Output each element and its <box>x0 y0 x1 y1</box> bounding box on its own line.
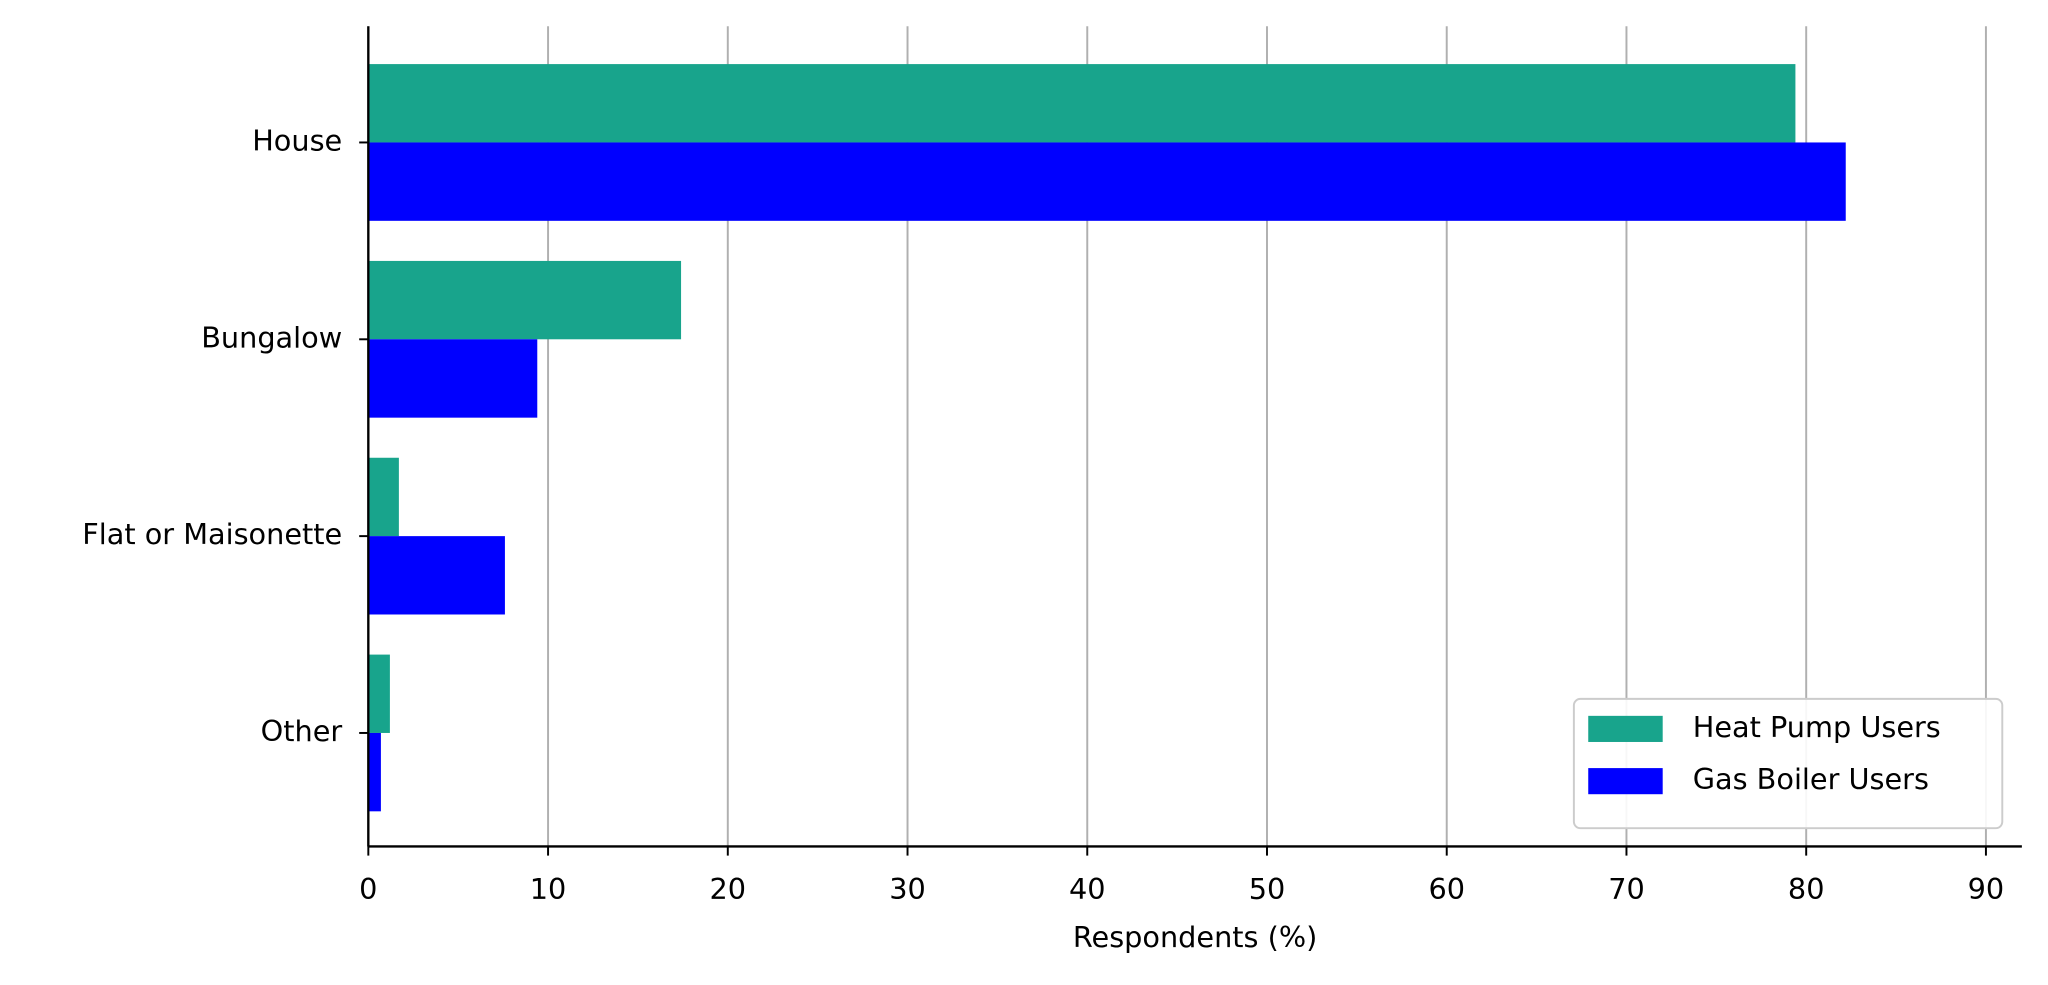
x-tick-label: 50 <box>1249 872 1286 906</box>
y-tick-label: House <box>252 123 342 157</box>
x-axis-label: Respondents (%) <box>1073 920 1317 954</box>
y-tick-label: Bungalow <box>201 320 342 354</box>
legend-swatch <box>1588 768 1663 795</box>
bar <box>368 260 682 340</box>
x-tick-label: 70 <box>1608 872 1645 906</box>
x-tick-label: 30 <box>889 872 926 906</box>
bar <box>368 457 399 537</box>
x-tick-label: 40 <box>1069 872 1106 906</box>
bar <box>368 339 538 418</box>
x-tick-label: 60 <box>1428 872 1465 906</box>
legend-box <box>1572 697 2004 830</box>
y-tick-label: Flat or Maisonette <box>82 517 342 551</box>
x-tick-label: 0 <box>359 872 377 906</box>
legend-label: Heat Pump Users <box>1693 710 1941 744</box>
bar <box>368 142 1846 221</box>
bar <box>368 732 381 812</box>
bar <box>368 654 390 733</box>
legend-swatch <box>1588 715 1663 742</box>
bar <box>368 64 1796 143</box>
x-tick-label: 20 <box>710 872 747 906</box>
bar <box>368 536 505 615</box>
x-tick-label: 10 <box>530 872 567 906</box>
x-tick-label: 80 <box>1788 872 1825 906</box>
x-tick-label: 90 <box>1968 872 2005 906</box>
y-tick-label: Other <box>261 714 343 748</box>
legend-label: Gas Boiler Users <box>1693 762 1929 796</box>
